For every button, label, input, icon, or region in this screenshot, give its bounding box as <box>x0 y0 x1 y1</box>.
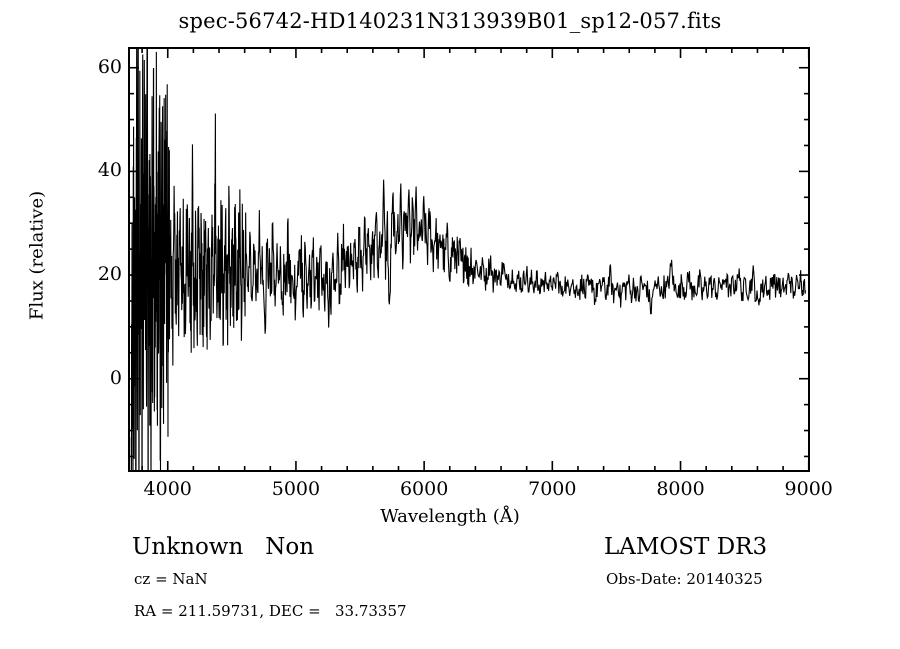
x-tick-label: 8000 <box>656 478 705 500</box>
coordinates-label: RA = 211.59731, DEC = 33.73357 <box>134 602 407 620</box>
y-tick-label: 40 <box>97 159 122 182</box>
plot-frame <box>128 47 810 472</box>
page-title: spec-56742-HD140231N313939B01_sp12-057.f… <box>178 9 722 33</box>
observation-date-label: Obs-Date: 20140325 <box>606 570 763 588</box>
footer-annotations: Unknown Non cz = NaN RA = 211.59731, DEC… <box>0 528 900 648</box>
x-axis-title: Wavelength (Å) <box>380 506 520 527</box>
x-tick-label: 4000 <box>143 478 192 500</box>
x-tick-label: 6000 <box>399 478 449 500</box>
y-tick-label: 0 <box>109 366 122 389</box>
y-tick-label: 60 <box>97 55 122 78</box>
object-class-label: Unknown Non <box>132 534 315 560</box>
y-axis-title: Flux (relative) <box>26 190 48 321</box>
y-axis-tick-labels: 0 20 40 60 <box>78 0 122 649</box>
survey-release-label: LAMOST DR3 <box>604 534 768 560</box>
redshift-velocity-label: cz = NaN <box>134 570 208 588</box>
x-tick-label: 9000 <box>784 478 833 500</box>
x-tick-label: 5000 <box>271 478 321 500</box>
y-tick-label: 20 <box>97 263 122 286</box>
spectrum-line <box>130 49 808 470</box>
x-tick-label: 7000 <box>528 478 577 500</box>
